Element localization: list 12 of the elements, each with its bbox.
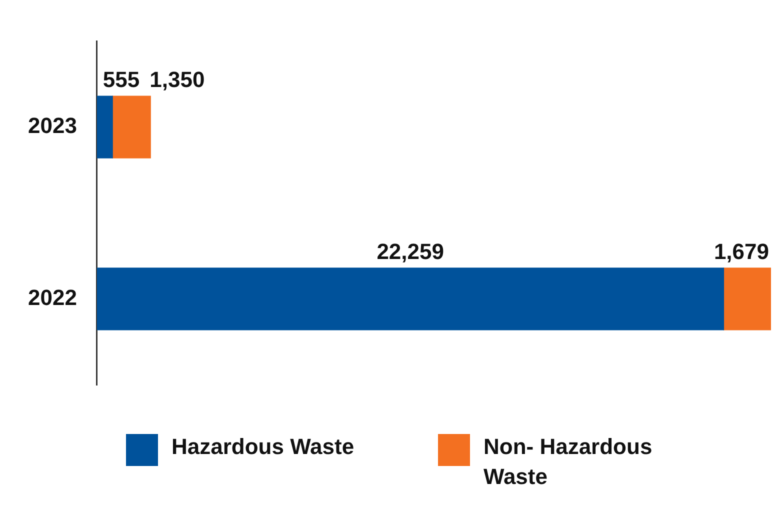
data-label: 22,259 [376, 238, 444, 264]
data-label: 1,350 [150, 67, 205, 92]
data-label: 555 [102, 67, 140, 92]
legend-label: Non- Hazardous Waste [484, 433, 654, 491]
y-tick-label: 2022 [28, 284, 77, 310]
bar [723, 268, 771, 330]
bar [96, 96, 113, 158]
y-tick-label: 2023 [28, 113, 77, 138]
legend-label: Hazardous Waste [172, 433, 356, 461]
bar [96, 268, 724, 330]
data-label: 1,679 [714, 238, 770, 264]
bar [112, 96, 151, 158]
